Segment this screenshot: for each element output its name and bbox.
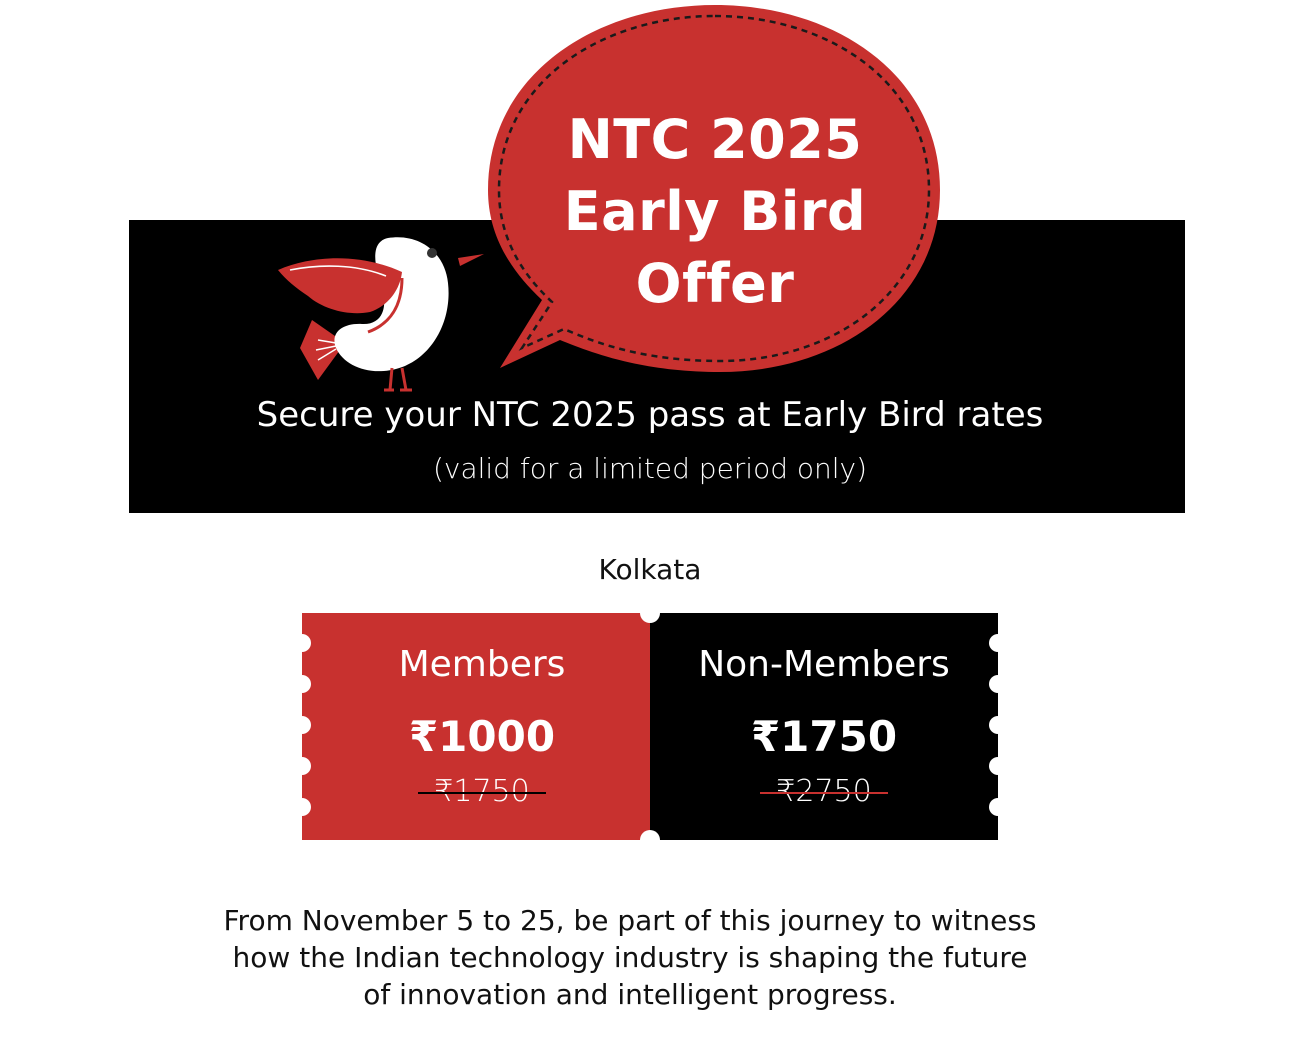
non-members-price: ₹1750 xyxy=(750,712,898,761)
members-label: Members xyxy=(398,644,566,685)
pricing-ticket xyxy=(296,606,1004,848)
event-description: From November 5 to 25, be part of this j… xyxy=(190,902,1070,1013)
non-members-label: Non-Members xyxy=(698,644,950,685)
members-ticket: Members ₹1000 ₹1750 xyxy=(302,606,662,840)
speech-bubble xyxy=(488,5,940,372)
event-description-line2: how the Indian technology industry is sh… xyxy=(232,941,1028,974)
offer-heading-line1: NTC 2025 xyxy=(567,108,863,171)
banner-tagline: Secure your NTC 2025 pass at Early Bird … xyxy=(256,395,1044,435)
event-description-line1: From November 5 to 25, be part of this j… xyxy=(223,904,1037,937)
non-members-old-price: ₹2750 xyxy=(760,774,889,809)
non-members-ticket: Non-Members ₹1750 ₹2750 xyxy=(650,606,998,840)
event-description-line3: of innovation and intelligent progress. xyxy=(363,978,897,1011)
offer-heading-line3: Offer xyxy=(635,252,795,315)
members-old-price: ₹1750 xyxy=(418,774,547,809)
members-price: ₹1000 xyxy=(408,712,556,761)
bird-icon xyxy=(278,237,484,392)
city-label: Kolkata xyxy=(598,553,702,586)
offer-heading-line2: Early Bird xyxy=(563,180,867,243)
banner-validity-note: (valid for a limited period only) xyxy=(432,452,868,485)
offer-heading: NTC 2025 Early Bird Offer xyxy=(530,104,900,320)
